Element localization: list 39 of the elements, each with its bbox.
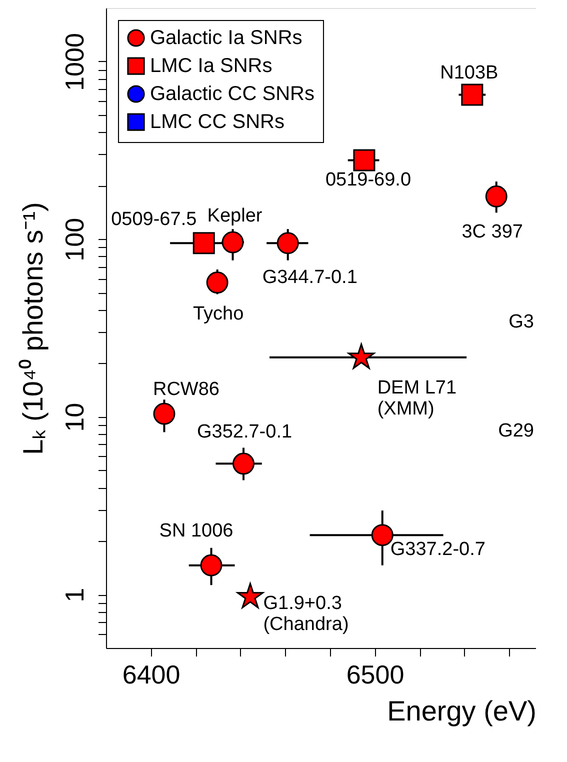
point (206, 272, 228, 294)
annotation: 3C 397 (462, 221, 523, 242)
point (192, 232, 215, 254)
point (353, 149, 376, 172)
annotation: G1.9+0.3 (Chandra) (263, 592, 349, 635)
point (232, 452, 255, 475)
point (276, 232, 299, 254)
legend-label: Galactic CC SNRs (150, 83, 314, 105)
y-tick-label: 1000 (60, 33, 90, 91)
annotation: N103B (440, 62, 498, 84)
x-axis-title: Energy (eV) (387, 696, 536, 726)
legend-label: Galactic Ia SNRs (150, 27, 302, 49)
legend-label: LMC CC SNRs (150, 111, 284, 133)
annotation: RCW86 (152, 378, 220, 400)
point (236, 582, 264, 608)
y-tick-label: 10 (60, 402, 90, 432)
annotation: DEM L71 (XMM) (377, 377, 457, 420)
y-tick-label: 100 (60, 218, 90, 262)
annotation: G3 (508, 312, 534, 333)
annotation: 0519-69.0 (325, 169, 412, 190)
annotation: G352.7-0.1 (196, 422, 292, 443)
legend-label: LMC Ia SNRs (150, 55, 272, 77)
annotation: G29 (498, 420, 534, 442)
y-axis-title: Lₖ (10⁴⁰ photons s⁻¹) (18, 202, 48, 455)
annotation: G337.2-0.7 (390, 539, 486, 560)
x-tick-label: 6400 (122, 660, 180, 690)
annotation: SN 1006 (159, 520, 234, 542)
annotation: Kepler (207, 205, 263, 226)
point (348, 343, 375, 369)
x-tick-label: 6500 (346, 660, 404, 690)
point (222, 231, 244, 254)
point (200, 554, 222, 576)
point (461, 84, 484, 106)
point (153, 402, 176, 425)
annotation: G344.7-0.1 (262, 267, 358, 288)
point (485, 185, 508, 208)
y-tick-label: 1 (60, 588, 90, 602)
annotation: Tycho (192, 304, 244, 325)
annotation: 0509-67.5 (111, 209, 197, 230)
